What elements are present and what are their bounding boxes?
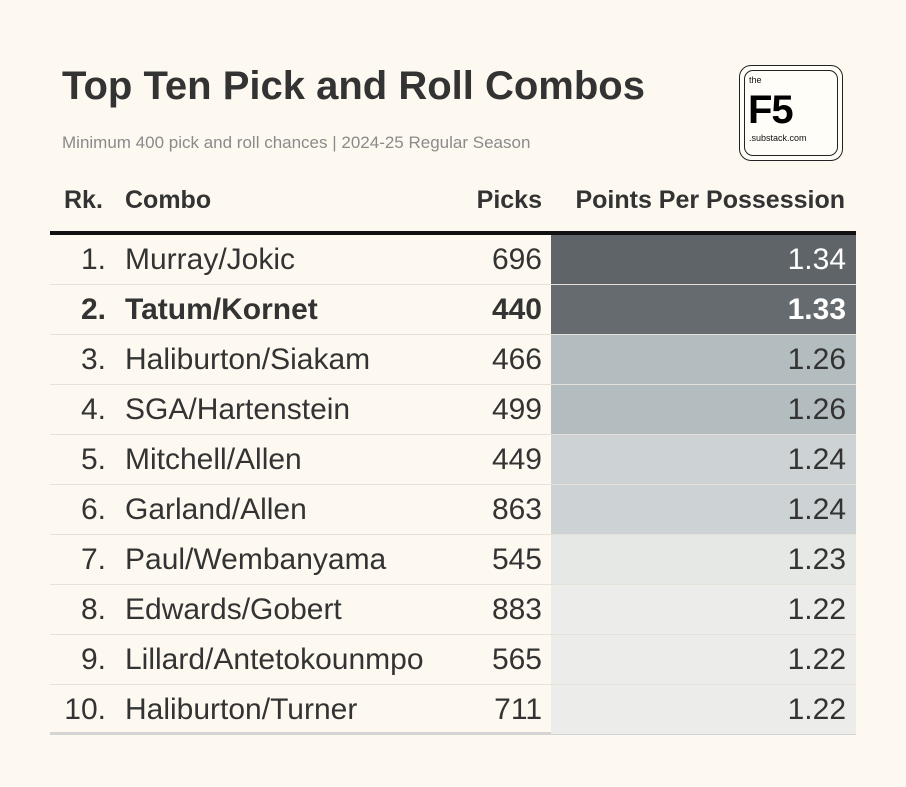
- logo-the-text: the: [749, 75, 762, 85]
- rank-cell: 7.: [80, 543, 106, 576]
- chart-subtitle: Minimum 400 pick and roll chances | 2024…: [62, 133, 531, 152]
- rank-cell: 1.: [80, 243, 106, 276]
- picks-cell: 440: [491, 293, 542, 326]
- table-row: 2. Tatum/Kornet 440 1.33: [50, 285, 856, 335]
- ppp-cell: 1.34: [551, 235, 856, 284]
- picks-cell: 466: [491, 343, 542, 376]
- logo-f5-text: F5: [748, 88, 794, 132]
- combo-cell: Murray/Jokic: [125, 243, 296, 276]
- combo-cell: Mitchell/Allen: [125, 443, 302, 476]
- column-header-ppp: Points Per Possession: [575, 186, 845, 214]
- ppp-cell: 1.33: [551, 285, 856, 334]
- logo-substack-text: .substack.com: [749, 133, 807, 143]
- table-row: 8. Edwards/Gobert 883 1.22: [50, 585, 856, 635]
- picks-cell: 449: [491, 443, 542, 476]
- rank-cell: 5.: [80, 443, 106, 476]
- ppp-cell: 1.23: [551, 535, 856, 584]
- rank-cell: 6.: [80, 493, 106, 526]
- combo-cell: Haliburton/Turner: [125, 693, 358, 726]
- rank-cell: 2.: [80, 293, 106, 326]
- ppp-cell: 1.22: [551, 585, 856, 634]
- ppp-cell: 1.22: [551, 685, 856, 734]
- table-row: 6. Garland/Allen 863 1.24: [50, 485, 856, 535]
- header-divider: [50, 231, 856, 235]
- table-row: 5. Mitchell/Allen 449 1.24: [50, 435, 856, 485]
- combo-cell: Edwards/Gobert: [125, 593, 342, 626]
- rank-cell: 4.: [80, 393, 106, 426]
- rank-cell: 8.: [80, 593, 106, 626]
- table-body: 1. Murray/Jokic 696 1.34 2. Tatum/Kornet 440 1.…: [50, 235, 856, 735]
- table-row: 3. Haliburton/Siakam 466 1.26: [50, 335, 856, 385]
- combo-cell: Paul/Wembanyama: [125, 543, 387, 576]
- rank-cell: 10.: [64, 693, 106, 726]
- picks-cell: 565: [491, 643, 542, 676]
- picks-cell: 545: [491, 543, 542, 576]
- picks-cell: 696: [491, 243, 542, 276]
- ppp-cell: 1.26: [551, 385, 856, 434]
- combo-cell: Garland/Allen: [125, 493, 307, 526]
- logo-inner-frame: [744, 70, 838, 156]
- table-row: 4. SGA/Hartenstein 499 1.26: [50, 385, 856, 435]
- ppp-cell: 1.24: [551, 485, 856, 534]
- combo-cell: Haliburton/Siakam: [125, 343, 371, 376]
- chart-title: Top Ten Pick and Roll Combos: [62, 64, 645, 108]
- table-row: 10. Haliburton/Turner 711 1.22: [50, 685, 856, 735]
- picks-cell: 499: [491, 393, 542, 426]
- ppp-cell: 1.22: [551, 635, 856, 684]
- combo-cell: SGA/Hartenstein: [125, 393, 351, 426]
- column-header-rank: Rk.: [64, 186, 103, 214]
- combo-cell: Lillard/Antetokounmpo: [125, 643, 424, 676]
- f5-logo: the F5 .substack.com: [739, 65, 843, 161]
- picks-cell: 863: [491, 493, 542, 526]
- ppp-cell: 1.24: [551, 435, 856, 484]
- table-row: 1. Murray/Jokic 696 1.34: [50, 235, 856, 285]
- table-row: 9. Lillard/Antetokounmpo 565 1.22: [50, 635, 856, 685]
- rank-cell: 3.: [80, 343, 106, 376]
- table-row: 7. Paul/Wembanyama 545 1.23: [50, 535, 856, 585]
- picks-cell: 711: [494, 693, 542, 726]
- column-header-combo: Combo: [125, 186, 212, 214]
- picks-cell: 883: [491, 593, 542, 626]
- combo-cell: Tatum/Kornet: [125, 293, 318, 326]
- ppp-cell: 1.26: [551, 335, 856, 384]
- column-header-picks: Picks: [476, 186, 542, 214]
- rank-cell: 9.: [80, 643, 106, 676]
